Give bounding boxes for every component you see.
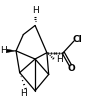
Polygon shape [7, 49, 16, 53]
Text: O: O [67, 64, 75, 73]
Text: Cl: Cl [73, 36, 83, 44]
Text: H: H [20, 89, 27, 98]
Text: H: H [32, 6, 38, 15]
Text: H: H [56, 54, 63, 64]
Text: H: H [0, 46, 7, 55]
